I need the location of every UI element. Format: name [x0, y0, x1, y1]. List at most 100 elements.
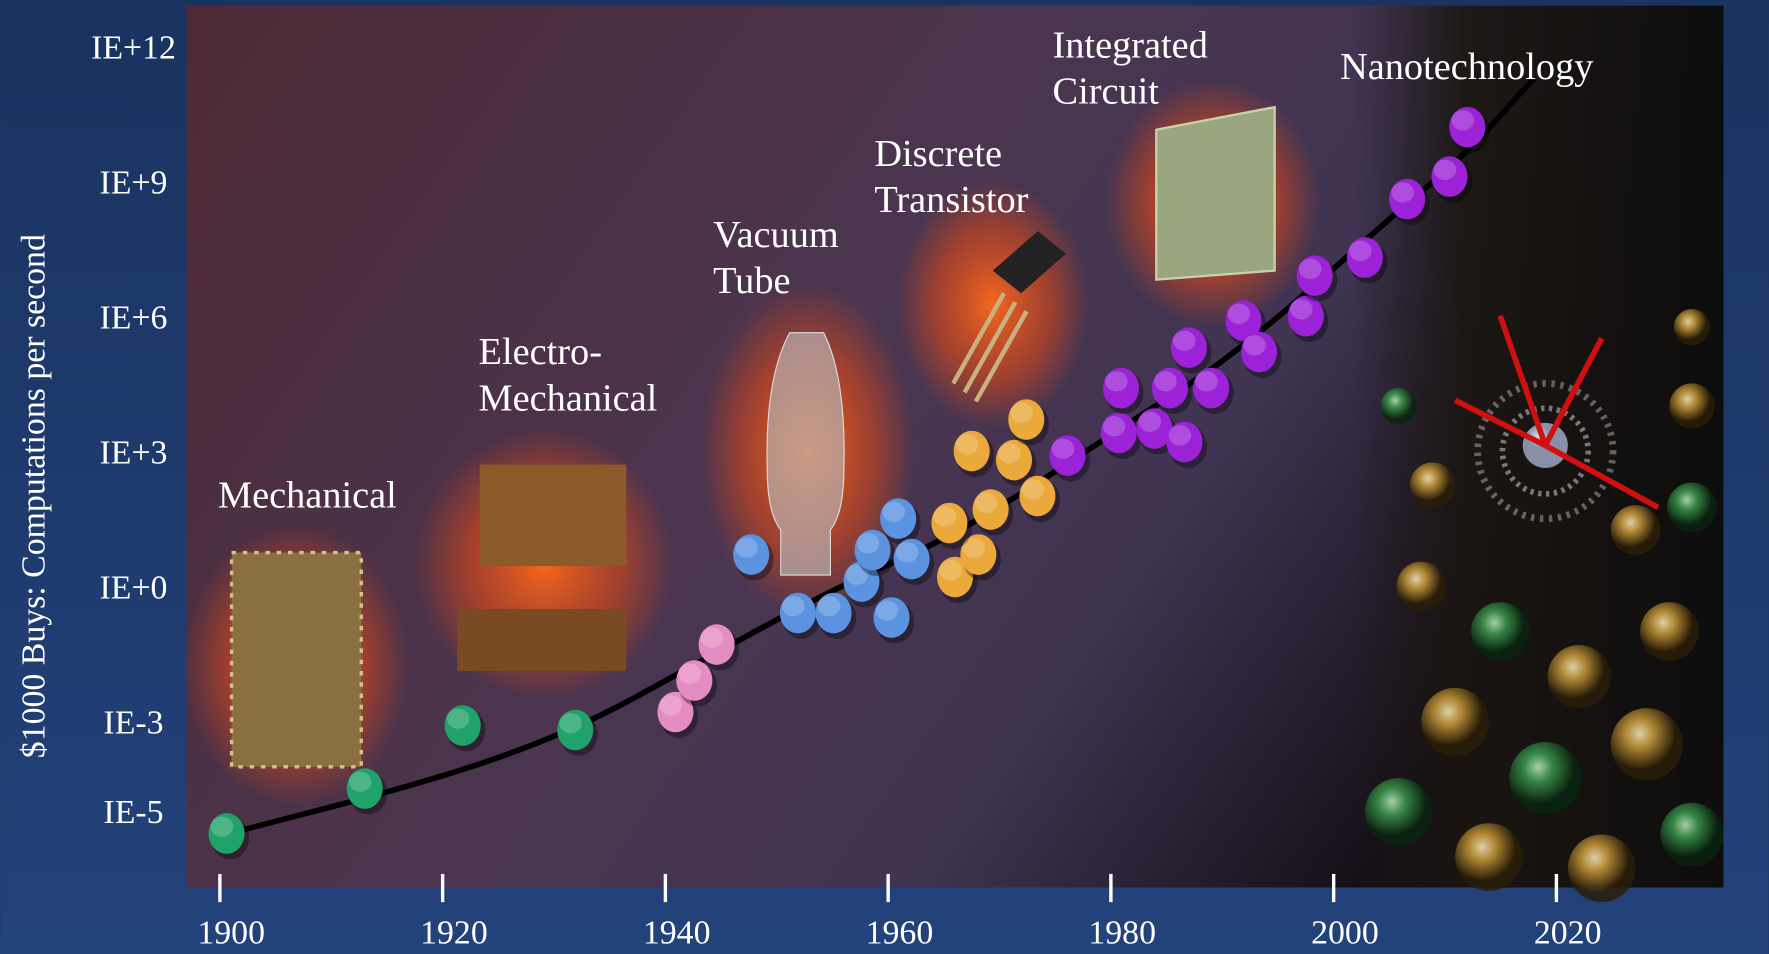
data-dot	[1151, 367, 1188, 409]
dot-shine	[559, 713, 582, 734]
dot-shine	[1168, 425, 1192, 446]
y-tick-label: IE-3	[103, 704, 163, 741]
y-tick-label: IE+12	[91, 29, 176, 66]
era-label: Mechanical	[479, 377, 658, 419]
dot-shine	[1227, 303, 1251, 324]
data-dot	[854, 529, 891, 571]
dot-shine	[1298, 258, 1322, 279]
dot-shine	[735, 537, 758, 558]
data-dot	[815, 592, 852, 634]
dot-shine	[882, 501, 905, 522]
data-dot	[893, 538, 930, 580]
x-tick-label: 1960	[866, 915, 934, 952]
era-label: Transistor	[874, 179, 1028, 221]
dot-shine	[659, 695, 683, 716]
dot-shine	[1138, 411, 1162, 432]
dot-shine	[1349, 240, 1372, 261]
x-tick-label: 2000	[1311, 915, 1379, 952]
data-dot	[1240, 331, 1278, 373]
dot-shine	[1051, 438, 1075, 459]
dot-shine	[895, 542, 919, 563]
data-dot	[936, 556, 974, 598]
era-label: Electro-	[479, 331, 602, 373]
dot-shine	[1433, 159, 1457, 180]
data-dot	[1431, 156, 1468, 197]
data-dot	[843, 561, 880, 602]
data-dot	[208, 813, 245, 854]
era-label: Nanotechnology	[1340, 46, 1594, 88]
data-dot	[972, 489, 1009, 530]
data-dot	[873, 597, 910, 638]
dot-shine	[678, 663, 702, 684]
dot-shine	[817, 596, 841, 617]
data-dot	[557, 709, 594, 751]
y-tick-label: IE+3	[100, 434, 168, 471]
x-tick-label: 1900	[197, 915, 265, 952]
era-label: Vacuum	[713, 214, 839, 256]
data-dot	[1287, 295, 1324, 337]
dot-shine	[1010, 402, 1034, 423]
era-label: Mechanical	[218, 474, 397, 516]
data-dot	[1389, 178, 1426, 220]
data-dot	[960, 534, 997, 575]
data-dot	[1049, 435, 1086, 476]
era-label: Integrated	[1053, 25, 1208, 67]
dot-shine	[998, 443, 1021, 464]
data-dot	[880, 498, 917, 539]
dot-shine	[1391, 182, 1414, 203]
y-tick-label: IE+9	[100, 164, 168, 201]
data-dot	[657, 691, 694, 733]
dot-shine	[974, 492, 998, 513]
dot-shine	[845, 564, 869, 585]
dot-shine	[1290, 299, 1313, 320]
dot-shine	[939, 560, 962, 581]
dot-shine	[210, 816, 234, 837]
x-tick-label: 2020	[1534, 915, 1602, 952]
dot-shine	[446, 708, 470, 729]
x-tick-label: 1940	[643, 915, 711, 952]
dot-shine	[962, 537, 986, 558]
nano-illustration	[1353, 5, 1724, 903]
data-dot	[346, 768, 383, 809]
data-dot	[1346, 237, 1383, 278]
data-dot	[1296, 255, 1333, 296]
data-dot	[1193, 367, 1230, 409]
dot-shine	[700, 627, 724, 648]
data-dot	[1136, 408, 1173, 449]
data-dot	[698, 624, 735, 665]
data-dot	[676, 660, 713, 701]
dot-shine	[955, 434, 979, 455]
dot-shine	[856, 533, 880, 554]
data-dot	[1449, 106, 1486, 148]
data-dot	[444, 705, 481, 746]
dot-shine	[1154, 371, 1177, 392]
y-tick-label: IE-5	[103, 794, 163, 831]
y-axis-label: $1000 Buys: Computations per second	[15, 234, 52, 758]
era-label: Circuit	[1053, 71, 1160, 113]
machine-images	[183, 78, 1320, 807]
dot-shine	[1451, 110, 1475, 131]
era-label: Tube	[713, 260, 790, 302]
data-dot	[1166, 421, 1203, 463]
x-tick-label: 1980	[1088, 915, 1156, 952]
data-dot	[1008, 399, 1045, 440]
dot-shine	[1102, 416, 1126, 437]
dot-shine	[933, 506, 957, 527]
data-dot	[1225, 300, 1262, 341]
data-dot	[1019, 475, 1056, 517]
dot-shine	[1021, 479, 1045, 500]
dot-shine	[1105, 371, 1128, 392]
era-label: Discrete	[874, 133, 1002, 175]
data-dot	[733, 534, 770, 575]
dot-shine	[782, 596, 805, 617]
dot-shine	[1243, 335, 1266, 356]
x-tick-label: 1920	[420, 915, 488, 952]
y-tick-label: IE+6	[100, 299, 168, 336]
data-dot	[1102, 367, 1139, 409]
dot-shine	[1173, 330, 1196, 351]
data-dot	[1100, 412, 1137, 454]
dot-shine	[348, 771, 372, 792]
data-dot	[953, 430, 990, 472]
